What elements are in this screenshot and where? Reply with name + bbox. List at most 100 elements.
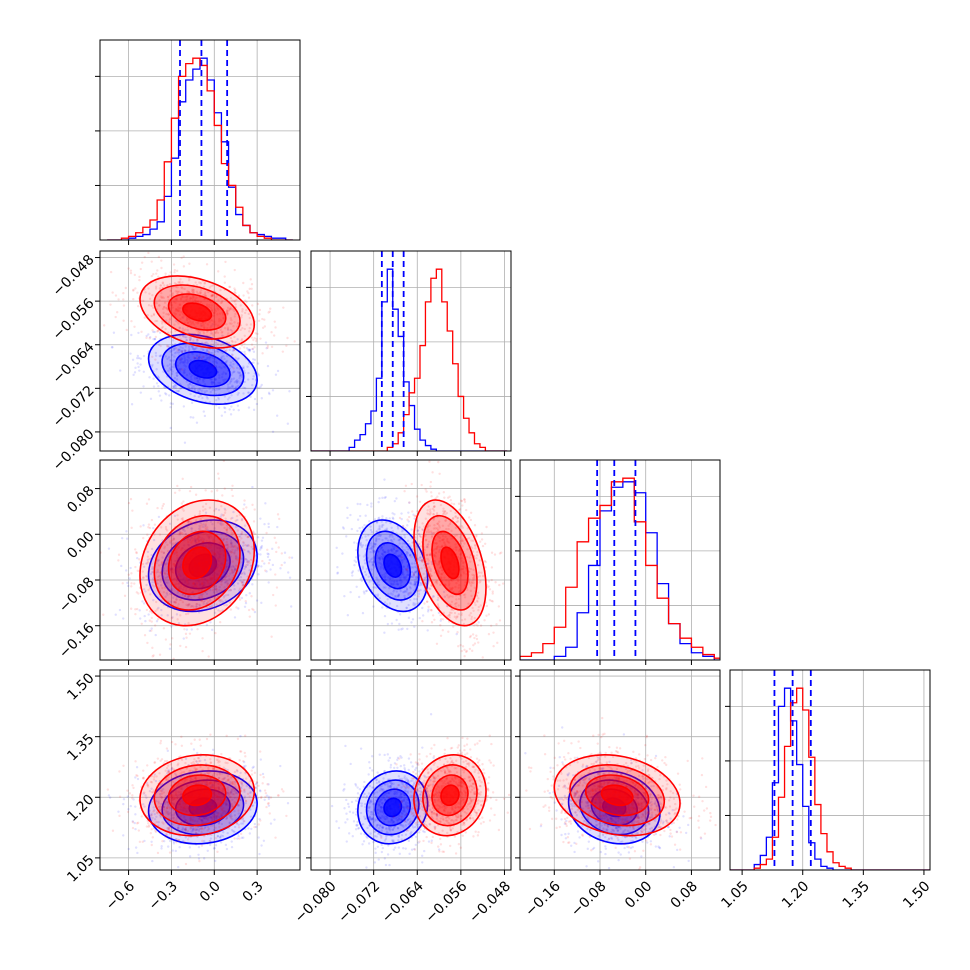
sample-point xyxy=(160,789,164,792)
sample-point xyxy=(243,567,246,571)
sample-point xyxy=(146,562,149,565)
sample-point xyxy=(398,555,402,558)
sample-point xyxy=(193,594,196,597)
sample-point xyxy=(187,383,190,387)
sample-point xyxy=(249,558,253,562)
sample-point xyxy=(421,558,424,561)
sample-point xyxy=(153,818,157,821)
sample-point xyxy=(152,377,155,380)
sample-point xyxy=(236,404,240,407)
sample-point xyxy=(242,366,245,370)
sample-point xyxy=(282,306,285,309)
sample-point xyxy=(407,593,410,596)
sample-point xyxy=(150,365,154,368)
sample-point xyxy=(171,578,174,581)
sample-point xyxy=(257,564,260,568)
sample-point xyxy=(475,599,479,602)
sample-point xyxy=(399,582,402,585)
sample-point xyxy=(471,577,475,580)
sample-point xyxy=(142,792,145,795)
sample-point xyxy=(491,592,494,595)
sample-point xyxy=(209,378,213,381)
sample-point xyxy=(492,645,495,648)
sample-point xyxy=(202,294,205,297)
sample-point xyxy=(170,568,173,572)
sample-point xyxy=(132,798,135,801)
sample-point xyxy=(202,410,206,413)
sample-point xyxy=(463,500,467,504)
sample-point xyxy=(234,312,237,316)
sample-point xyxy=(160,573,164,576)
sample-point xyxy=(427,543,430,546)
sample-point xyxy=(182,509,185,512)
sample-point xyxy=(228,822,232,825)
sample-point xyxy=(240,338,244,341)
sample-point xyxy=(405,568,409,572)
sample-point xyxy=(442,511,446,515)
sample-point xyxy=(288,556,291,559)
sample-point xyxy=(461,540,465,543)
sample-point xyxy=(166,810,170,814)
sample-point xyxy=(176,556,179,560)
sample-point xyxy=(191,591,194,595)
sample-point xyxy=(247,348,250,351)
sample-point xyxy=(412,603,415,606)
sample-point xyxy=(477,641,480,644)
sample-point xyxy=(200,594,203,598)
sample-point xyxy=(264,569,267,572)
sample-point xyxy=(437,611,441,615)
sample-point xyxy=(146,578,149,581)
sample-point xyxy=(266,344,269,348)
sample-point xyxy=(226,559,230,562)
sample-point xyxy=(249,278,252,281)
sample-point xyxy=(172,568,175,571)
sample-point xyxy=(428,553,432,557)
sample-point xyxy=(473,543,477,547)
sample-point xyxy=(447,527,450,531)
sample-point xyxy=(152,598,155,602)
sample-point xyxy=(170,768,173,771)
sample-point xyxy=(144,291,147,294)
sample-point xyxy=(169,368,173,371)
sample-point xyxy=(158,354,161,358)
sample-point xyxy=(233,825,237,829)
sample-point xyxy=(425,554,429,557)
sample-point xyxy=(184,594,187,597)
sample-point xyxy=(233,522,236,525)
sample-point xyxy=(182,577,186,580)
sample-point xyxy=(183,780,186,783)
sample-point xyxy=(372,542,376,545)
sample-point xyxy=(150,616,154,620)
sample-point xyxy=(209,546,213,549)
sample-point xyxy=(172,365,175,369)
sample-point xyxy=(129,352,132,355)
sample-point xyxy=(461,562,465,565)
sample-point xyxy=(393,547,396,551)
sample-point xyxy=(426,525,429,528)
sample-point xyxy=(195,339,199,342)
sample-point xyxy=(186,526,189,529)
sample-point xyxy=(127,267,130,270)
sample-point xyxy=(210,294,214,298)
sample-point xyxy=(172,571,175,575)
sample-point xyxy=(204,783,207,787)
sample-point xyxy=(184,336,187,339)
sample-point xyxy=(150,620,153,623)
sample-point xyxy=(455,534,459,537)
sample-point xyxy=(238,372,241,375)
sample-point xyxy=(449,509,452,513)
sample-point xyxy=(473,575,476,578)
sample-point xyxy=(183,360,187,363)
sample-point xyxy=(179,793,182,796)
sample-point xyxy=(436,522,439,525)
sample-point xyxy=(198,603,201,606)
sample-point xyxy=(432,513,435,516)
sample-point xyxy=(304,573,306,575)
sample-point xyxy=(206,323,210,326)
sample-point xyxy=(183,580,187,583)
sample-point xyxy=(172,363,176,366)
sample-point xyxy=(422,572,425,576)
sample-point xyxy=(225,543,228,546)
panel-frame xyxy=(310,250,512,452)
sample-point xyxy=(178,348,181,352)
